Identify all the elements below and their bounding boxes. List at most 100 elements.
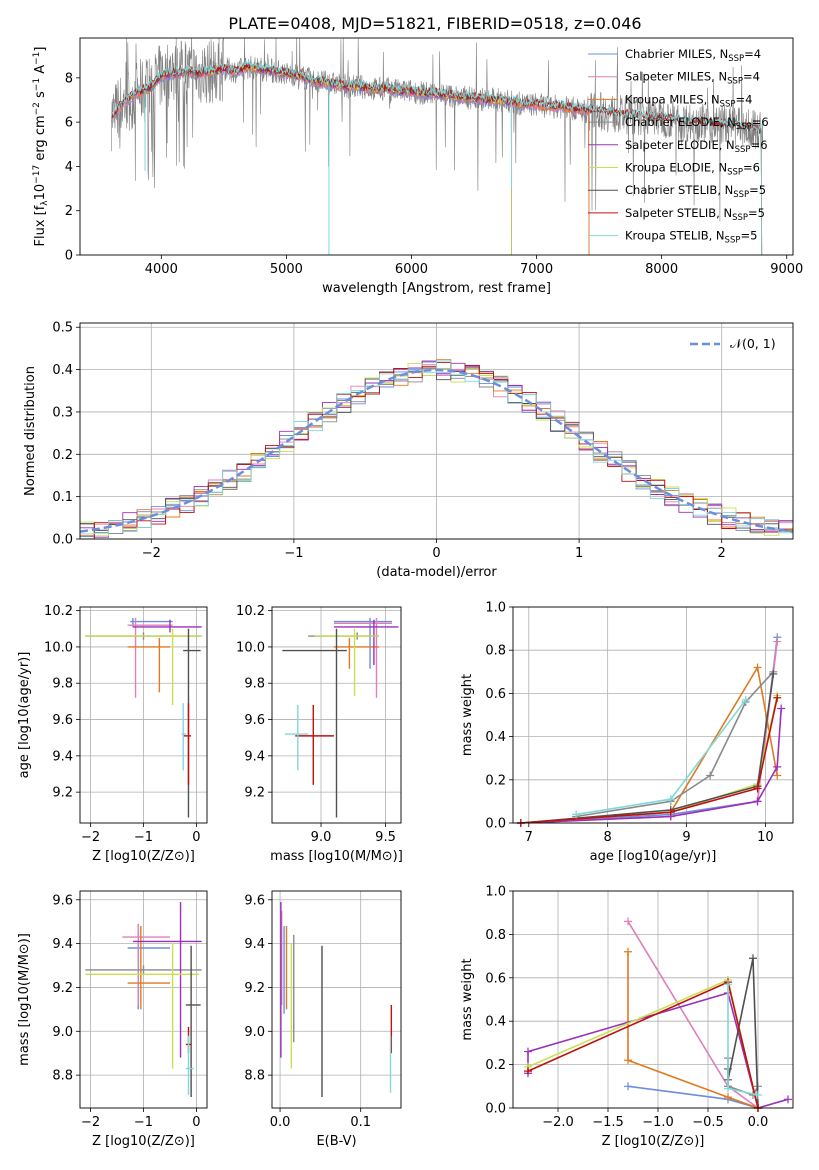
y-tick-label: 0.4 xyxy=(485,1015,506,1030)
y-tick-label: 10.2 xyxy=(236,604,265,619)
y-tick-label: 10.0 xyxy=(44,640,73,655)
x-tick-label: 7 xyxy=(525,830,533,845)
point-marker-kroupa_stelib xyxy=(724,1084,732,1093)
model-line-salpeter_stelib xyxy=(110,62,763,255)
y-tick-label: 9.4 xyxy=(244,749,265,764)
mass_vs_Z-frame xyxy=(79,890,208,1109)
y-tick-label: 9.0 xyxy=(244,1025,265,1040)
y-tick-label: 9.2 xyxy=(52,786,73,801)
x-tick-label: 0.1 xyxy=(350,1115,371,1130)
histogram-kroupa_stelib xyxy=(80,360,793,535)
y-tick-label: 9.8 xyxy=(244,677,265,692)
figure-title: PLATE=0408, MJD=51821, FIBERID=0518, z=0… xyxy=(228,14,641,33)
y-tick-label: 8.8 xyxy=(52,1069,73,1084)
x-tick-label: 8 xyxy=(604,830,612,845)
x-tick-label: −0.5 xyxy=(692,1115,724,1130)
x-tick-label: 0.0 xyxy=(270,1115,291,1130)
y-tick-label: 9.4 xyxy=(52,937,73,952)
histogram-chabrier_stelib xyxy=(80,367,793,533)
y-tick-label: 0.0 xyxy=(485,1102,506,1117)
x-tick-label: 0 xyxy=(432,546,440,561)
y-tick-label: 9.0 xyxy=(52,1025,73,1040)
y-tick-label: 9.6 xyxy=(244,713,265,728)
point-marker-kroupa_miles xyxy=(624,947,632,956)
mass_vs_Z-xlabel: Z [log10(Z/Z⊙)] xyxy=(92,1134,195,1149)
y-tick-label: 0.4 xyxy=(485,730,506,745)
point-marker-salpeter_stelib xyxy=(666,808,675,817)
mass_vs_ebv-frame xyxy=(271,890,402,1109)
y-tick-label: 10.0 xyxy=(236,640,265,655)
y-tick-label: 9.2 xyxy=(244,786,265,801)
y-tick-label: 0.4 xyxy=(52,363,73,378)
x-tick-label: −2 xyxy=(81,830,100,845)
residuals-frame xyxy=(79,322,794,540)
massweight_vs_Z-axes: −2.0 −1.5 −1.0 −0.5 0.0 0.0 0.2 0.4 0.6 0.8 1.0 xyxy=(485,885,793,1130)
residuals-xlabel: (data-model)/error xyxy=(376,565,497,580)
y-tick-label: 0.5 xyxy=(52,321,73,336)
x-tick-label: −1 xyxy=(284,546,303,561)
y-tick-label: 9.6 xyxy=(244,893,265,908)
age_vs_mass-axes: 9.0 9.5 9.2 9.4 9.6 9.8 10.0 10.2 xyxy=(236,604,401,845)
point-marker-kroupa_miles xyxy=(624,1056,632,1065)
histogram-kroupa_miles xyxy=(80,359,793,537)
legend-label-7: Salpeter STELIB, NSSP=5 xyxy=(625,206,765,223)
y-tick-label: 1.0 xyxy=(485,885,506,900)
point-marker-salpeter_elodie xyxy=(524,1047,532,1056)
x-tick-label: 1 xyxy=(575,546,583,561)
point-marker-kroupa_miles xyxy=(773,771,782,780)
age_vs_Z-xlabel: Z [log10(Z/Z⊙)] xyxy=(92,849,195,864)
point-marker-chabrier_stelib xyxy=(749,954,757,963)
y-tick-label: 0.8 xyxy=(485,644,506,659)
point-marker-salpeter_elodie xyxy=(773,762,782,771)
mass_vs_Z-ylabel: mass [log10(M/M⊙)] xyxy=(17,933,32,1066)
point-marker-salpeter_elodie xyxy=(777,704,786,713)
y-tick-label: 9.2 xyxy=(244,981,265,996)
mass_vs_Z-axes: −2 −1 0 8.8 9.0 9.2 9.4 9.6 xyxy=(52,891,207,1130)
x-tick-label: −2 xyxy=(81,1115,100,1130)
x-tick-label: −2.0 xyxy=(542,1115,574,1130)
y-tick-label: 8 xyxy=(65,71,73,86)
legend-gauss-label: 𝒩(0, 1) xyxy=(730,336,776,351)
spectrum-axes: 4000 5000 6000 7000 8000 9000 0 2 4 6 8 xyxy=(65,71,804,277)
legend-label-4: Salpeter ELODIE, NSSP=6 xyxy=(625,138,768,155)
point-marker-kroupa_stelib xyxy=(572,810,581,819)
y-tick-label: 8.8 xyxy=(244,1069,265,1084)
point-marker-chabrier_stelib xyxy=(769,669,778,678)
y-tick-label: 9.6 xyxy=(52,713,73,728)
x-tick-label: 9000 xyxy=(770,262,803,277)
mass_vs_ebv-axes: 0.0 0.1 8.8 9.0 9.2 9.4 9.6 xyxy=(244,891,401,1130)
massweight_vs_age-ylabel: mass weight xyxy=(460,674,475,756)
age_vs_mass-xlabel: mass [log10(M/M⊙)] xyxy=(270,849,403,864)
spectrum-frame xyxy=(79,37,794,256)
y-tick-label: 0.0 xyxy=(485,817,506,832)
legend-label-5: Kroupa ELODIE, NSSP=6 xyxy=(625,161,760,178)
y-tick-label: 0.3 xyxy=(52,405,73,420)
point-marker-kroupa_miles xyxy=(724,1093,732,1102)
age_vs_Z-frame xyxy=(79,606,208,824)
point-marker-salpeter_elodie xyxy=(753,797,762,806)
x-tick-label: 7000 xyxy=(520,262,553,277)
x-tick-label: 8000 xyxy=(645,262,678,277)
y-tick-label: 9.8 xyxy=(52,677,73,692)
y-tick-label: 4 xyxy=(65,160,73,175)
gaussian-curve xyxy=(80,368,793,533)
mass_vs_ebv-xlabel: E(B-V) xyxy=(316,1134,356,1149)
x-tick-label: 5000 xyxy=(270,262,303,277)
point-marker-kroupa_stelib xyxy=(741,695,750,704)
x-tick-label: −1 xyxy=(134,830,153,845)
massweight_vs_age-frame xyxy=(512,606,794,824)
y-tick-label: 0.8 xyxy=(485,928,506,943)
y-tick-label: 10.2 xyxy=(44,604,73,619)
point-marker-kroupa_stelib xyxy=(724,980,732,989)
point-marker-salpeter_miles xyxy=(773,637,782,646)
point-marker-kroupa_stelib xyxy=(754,1090,762,1099)
x-tick-label: 4000 xyxy=(145,262,178,277)
series-line-chabrier_stelib xyxy=(520,673,775,823)
massweight_vs_age-xlabel: age [log10(age/yr)] xyxy=(590,849,717,864)
y-tick-label: 0.6 xyxy=(485,971,506,986)
legend-label-8: Kroupa STELIB, NSSP=5 xyxy=(625,229,757,246)
y-tick-label: 6 xyxy=(65,116,73,131)
series-line-salpeter_stelib xyxy=(520,697,778,823)
legend-label-3: Chabrier ELODIE, NSSP=6 xyxy=(625,115,769,132)
